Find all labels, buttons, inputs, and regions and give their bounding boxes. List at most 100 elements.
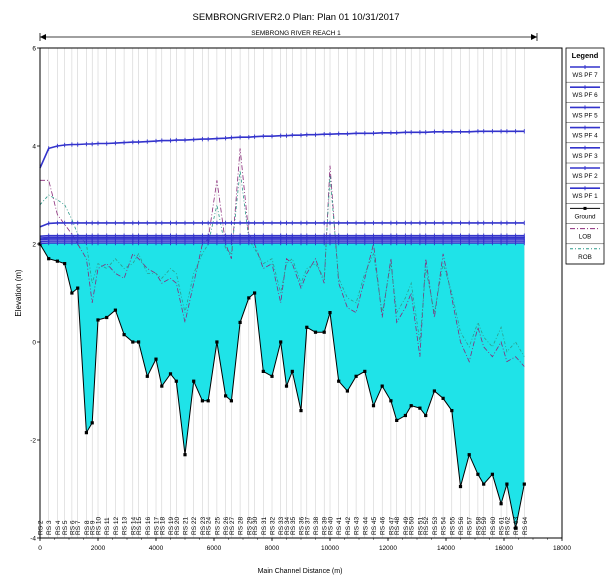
- legend-label-ws-pf-4: WS PF 4: [572, 133, 598, 140]
- legend-label-ground: Ground: [574, 213, 596, 220]
- point-ground: [192, 379, 196, 383]
- legend-label-ws-pf-3: WS PF 3: [572, 153, 598, 160]
- y-axis-ticks: -4 -2 0 2 4 6: [30, 46, 40, 543]
- point-ground: [55, 259, 59, 263]
- station-label: RS 21: [183, 517, 190, 535]
- point-ground: [122, 333, 126, 337]
- station-label: RS 12: [113, 517, 120, 535]
- point-ground: [363, 369, 367, 373]
- station-label: RS 35: [290, 517, 297, 535]
- point-ground: [395, 418, 399, 422]
- point-ground: [432, 389, 436, 393]
- station-label: RS 42: [345, 517, 352, 535]
- station-label: RS 16: [145, 517, 152, 535]
- station-label: RS 40: [328, 517, 335, 535]
- station-label: RS 28: [238, 517, 245, 535]
- x-tick-label: 6000: [207, 545, 222, 552]
- station-labels: RS 2 RS 3 RS 4 RS 5 RS 6RS 7 RS 8RS 9RS 10 RS …: [38, 517, 529, 535]
- point-ground: [290, 369, 294, 373]
- station-label: RS 6: [69, 520, 76, 535]
- point-ground: [76, 286, 80, 290]
- station-label: RS 64: [522, 517, 529, 535]
- point-ground: [47, 257, 51, 261]
- point-ground: [490, 472, 494, 476]
- point-ground: [168, 372, 173, 376]
- series-lines: [38, 129, 526, 530]
- point-ground: [305, 325, 309, 329]
- water-fill: [40, 243, 525, 529]
- point-ground: [131, 340, 135, 344]
- point-ground: [253, 291, 257, 295]
- station-label: RS 18: [159, 517, 166, 535]
- point-ground: [482, 482, 486, 486]
- station-label: RS 58: [475, 517, 482, 535]
- station-label: RS 57: [467, 517, 474, 535]
- point-ground: [215, 340, 219, 344]
- station-label: RS 3: [46, 520, 53, 535]
- station-label: RS 62: [504, 517, 511, 535]
- station-label: RS 61: [499, 517, 506, 535]
- x-tick-label: 2000: [91, 545, 106, 552]
- station-label: RS 51: [417, 517, 424, 535]
- point-ground: [206, 399, 210, 403]
- y-tick-label: 6: [32, 46, 36, 53]
- point-ground: [322, 330, 326, 334]
- water-area: [40, 243, 525, 529]
- legend-label-ws-pf-5: WS PF 5: [572, 112, 598, 119]
- station-label: RS 59: [481, 517, 488, 535]
- point-ground: [328, 311, 332, 315]
- point-ground: [514, 526, 518, 530]
- station-label: RS 44: [362, 517, 369, 535]
- station-label: RS 34: [284, 517, 291, 535]
- point-ground: [389, 399, 393, 403]
- legend-label-ws-pf-2: WS PF 2: [572, 173, 598, 180]
- station-label: RS 52: [423, 517, 430, 535]
- point-ground: [145, 374, 149, 378]
- point-ground: [137, 340, 141, 344]
- point-ground: [458, 484, 463, 489]
- point-ground: [476, 472, 480, 476]
- legend: Legend WS PF 7 WS PF 6 WS PF 5 WS PF 4 WS PF…: [565, 47, 605, 265]
- point-ground: [284, 384, 289, 388]
- point-ground: [354, 374, 358, 378]
- station-label: RS 32: [270, 517, 277, 535]
- x-axis-ticks: 0 2000 4000 6000 8000 10000 12000 14000 16000 180…: [38, 537, 571, 552]
- x-axis-label: Main Channel Distance (m): [258, 568, 343, 575]
- station-label: RS 41: [336, 517, 343, 535]
- station-label: RS 38: [313, 517, 320, 535]
- point-ground: [337, 379, 341, 383]
- station-label: RS 45: [371, 517, 378, 535]
- station-label: RS 36: [299, 517, 306, 535]
- legend-label-ws-pf-7: WS PF 7: [572, 72, 598, 79]
- station-label: RS 63: [513, 517, 520, 535]
- point-ground: [441, 396, 445, 400]
- legend-label-ws-pf-6: WS PF 6: [572, 92, 598, 99]
- legend-box: [565, 47, 605, 265]
- station-label: RS 37: [304, 517, 311, 535]
- point-ground: [467, 453, 471, 457]
- point-ground: [409, 404, 413, 408]
- station-label: RS 22: [191, 517, 198, 535]
- x-tick-label: 12000: [379, 545, 397, 552]
- station-label: RS 54: [441, 517, 448, 535]
- station-label: RS 14: [130, 517, 137, 535]
- y-tick-label: -4: [30, 536, 36, 543]
- station-label: RS 31: [261, 517, 268, 535]
- station-label: RS 11: [104, 517, 111, 535]
- point-ground: [160, 384, 164, 388]
- point-ground: [279, 340, 283, 344]
- point-ground: [105, 315, 109, 320]
- point-ground: [371, 404, 376, 408]
- point-ground: [299, 409, 303, 413]
- point-ground: [84, 431, 88, 435]
- chart-title: SEMBRONGRIVER2.0 Plan: Plan 01 10/31/201…: [192, 12, 399, 23]
- legend-title: Legend: [572, 51, 599, 60]
- point-ground: [403, 413, 407, 418]
- point-ground: [450, 409, 454, 413]
- station-label: RS 33: [278, 517, 285, 535]
- point-ground: [418, 406, 422, 410]
- station-label: RS 4: [55, 520, 62, 535]
- point-ground: [345, 389, 349, 393]
- station-label: RS 25: [214, 517, 221, 535]
